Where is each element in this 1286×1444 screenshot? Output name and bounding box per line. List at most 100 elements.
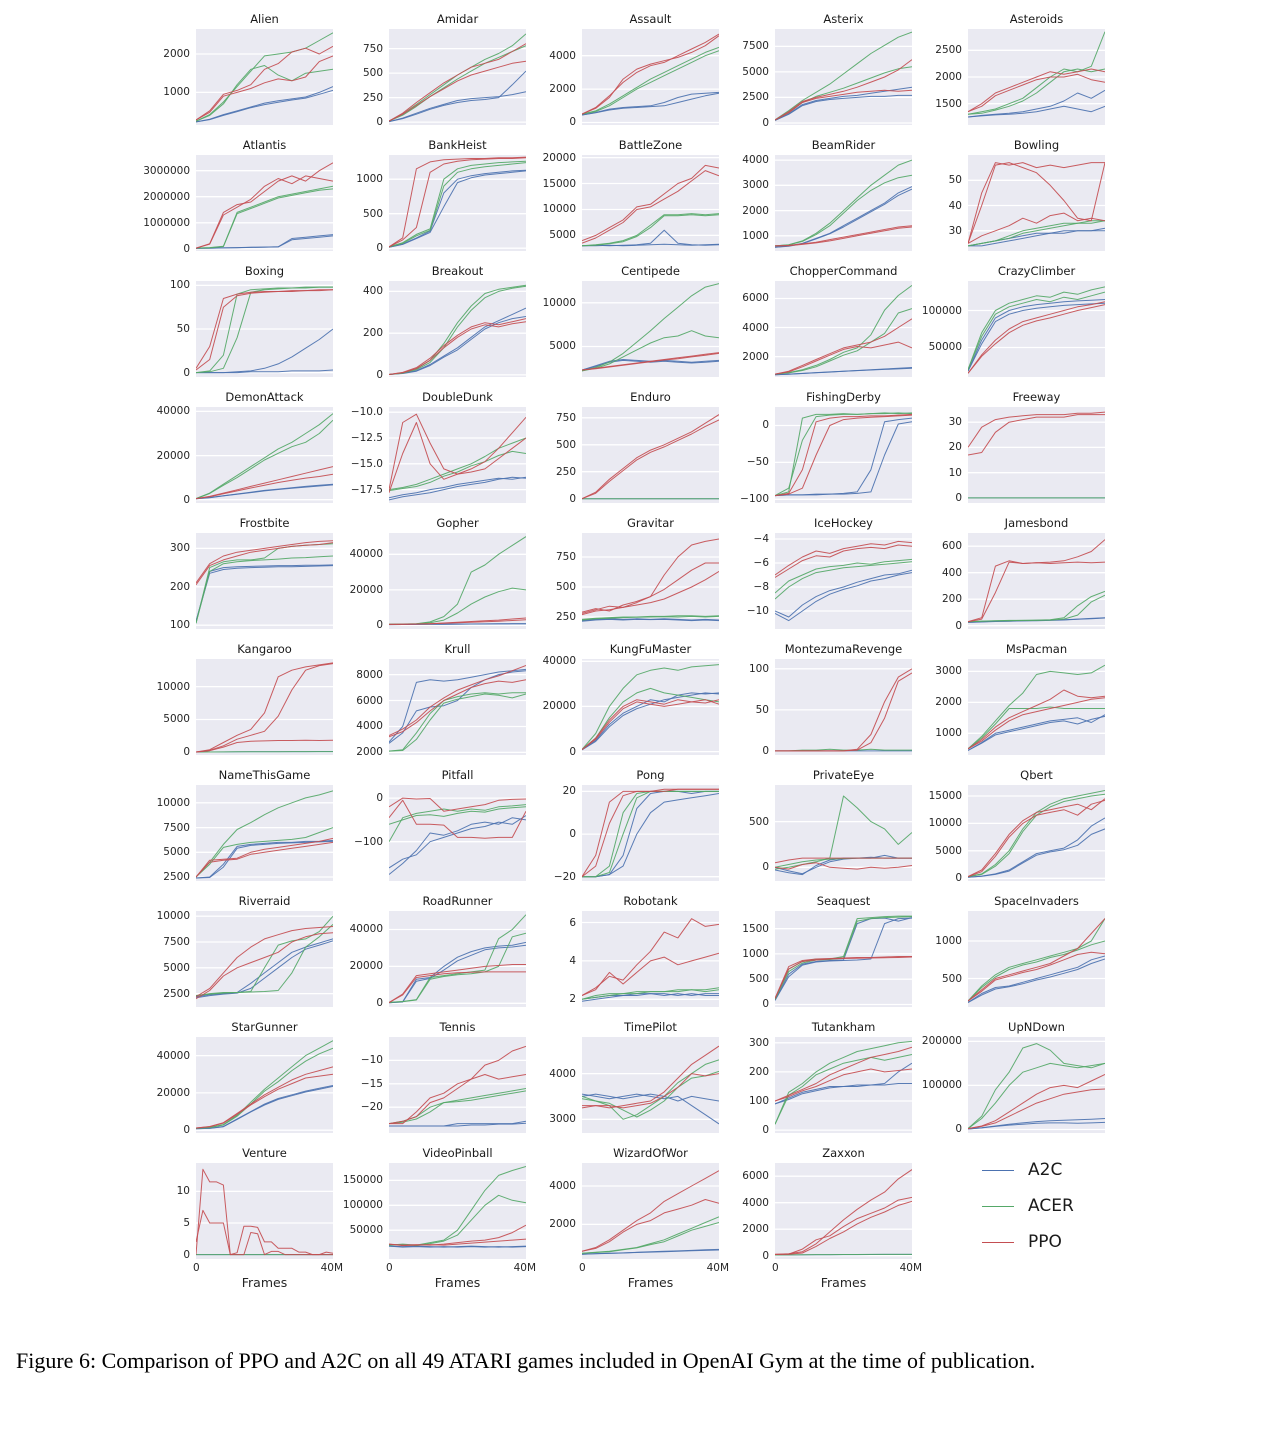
chart-title: DemonAttack xyxy=(225,390,304,404)
series-line-acer xyxy=(968,594,1105,623)
y-tick-label: 20000 xyxy=(349,583,383,596)
y-tick-label: −100 xyxy=(354,835,383,848)
y-tick-label: 0 xyxy=(183,746,190,759)
y-tick-label: 10000 xyxy=(928,817,962,830)
x-tick-label: 40M xyxy=(513,1262,536,1274)
series-line-ppo xyxy=(196,739,333,753)
y-axis-labels: 0 2000 4000 6000 xyxy=(727,1163,775,1260)
y-tick-label: 100 xyxy=(169,619,190,632)
series-line-a2c xyxy=(775,1083,912,1105)
series-line-ppo xyxy=(775,1068,912,1102)
series-line-ppo xyxy=(196,926,333,998)
y-tick-label: 0 xyxy=(376,997,383,1010)
chart-cell: Alien 1000 2000 xyxy=(148,12,333,125)
series-line-ppo xyxy=(196,540,333,584)
series-line-a2c xyxy=(968,714,1105,751)
series-line-ppo xyxy=(582,1045,719,1109)
plot-area xyxy=(775,533,912,629)
chart-cell: Jamesbond 0 200 400 600 xyxy=(920,516,1105,631)
plot-row: 0 100000 200000 xyxy=(920,1036,1105,1134)
y-tick-label: 250 xyxy=(362,91,383,104)
series-line-a2c xyxy=(968,227,1105,247)
y-axis-labels: 3000 4000 xyxy=(534,1037,582,1133)
series-line-acer xyxy=(389,692,526,752)
plot-area xyxy=(775,1163,912,1259)
chart-title: Krull xyxy=(444,642,471,656)
chart-cell: BeamRider 1000 2000 3000 4000 xyxy=(727,138,912,251)
plot-background xyxy=(582,1037,719,1133)
chart-title: SpaceInvaders xyxy=(994,894,1079,908)
x-axis-label: Frames xyxy=(241,1275,288,1290)
y-tick-label: 0 xyxy=(955,872,962,885)
series-line-ppo xyxy=(196,837,333,878)
y-tick-label: 100 xyxy=(169,279,190,292)
plot-area xyxy=(196,659,333,755)
y-tick-label: 2000 xyxy=(549,1218,576,1231)
series-line-acer xyxy=(968,291,1105,370)
y-tick-label: 40000 xyxy=(156,1049,190,1062)
legend-item-ppo: PPO xyxy=(982,1232,1105,1252)
series-line-acer xyxy=(775,1054,912,1125)
y-tick-label: 5000 xyxy=(549,229,576,242)
y-tick-label: 3000 xyxy=(549,1113,576,1126)
plot-row: 0 −100 xyxy=(341,785,526,881)
series-line-a2c xyxy=(389,70,526,123)
plot-background xyxy=(968,407,1105,503)
series-line-ppo xyxy=(196,662,333,753)
series-line-a2c xyxy=(775,94,912,121)
plot-background xyxy=(196,533,333,629)
series-line-acer xyxy=(196,790,333,878)
y-tick-label: 20000 xyxy=(349,960,383,973)
plot-area xyxy=(968,281,1105,377)
plot-background xyxy=(582,155,719,251)
y-tick-label: 10000 xyxy=(156,796,190,809)
series-line-a2c xyxy=(775,572,912,622)
series-line-a2c xyxy=(582,92,719,116)
series-line-acer xyxy=(196,188,333,249)
plot-row: −20 0 20 xyxy=(534,785,719,882)
series-line-a2c xyxy=(968,955,1105,1003)
plot-background xyxy=(389,533,526,629)
y-tick-label: −20 xyxy=(360,1101,383,1114)
series-line-ppo xyxy=(582,170,719,244)
y-axis-labels: 250 500 750 xyxy=(534,533,582,629)
y-tick-label: 4000 xyxy=(742,1196,769,1209)
chart-cell: IceHockey −4 −6 −8 −10 xyxy=(727,516,912,629)
plot-area xyxy=(389,407,526,503)
plot-row: 2500 5000 7500 10000 xyxy=(148,785,333,882)
series-line-ppo xyxy=(775,1196,912,1255)
plot-area xyxy=(968,785,1105,881)
series-line-ppo xyxy=(196,473,333,500)
series-line-a2c xyxy=(196,565,333,622)
x-tick-label: 0 xyxy=(386,1262,393,1274)
chart-title: BattleZone xyxy=(618,138,683,152)
series-line-ppo xyxy=(389,619,526,625)
y-axis-labels: −10.0 −12.5 −15.0 −17.5 xyxy=(341,407,389,503)
series-line-ppo xyxy=(196,55,333,121)
y-tick-label: 200 xyxy=(169,580,190,593)
y-tick-label: 4000 xyxy=(549,49,576,62)
chart-cell: Bowling 30 40 50 xyxy=(920,138,1105,251)
series-line-ppo xyxy=(582,1073,719,1109)
y-tick-label: 0 xyxy=(183,1248,190,1261)
series-line-ppo xyxy=(389,1238,526,1247)
plot-area xyxy=(775,281,912,377)
y-tick-label: 30 xyxy=(948,416,962,429)
legend-swatch-acer xyxy=(982,1205,1014,1207)
y-tick-label: 2000 xyxy=(356,746,383,759)
series-line-ppo xyxy=(582,164,719,242)
series-line-ppo xyxy=(775,956,912,999)
series-line-ppo xyxy=(582,788,719,878)
series-line-ppo xyxy=(968,301,1105,374)
y-tick-label: 0 xyxy=(762,861,769,874)
plot-area xyxy=(196,533,333,629)
y-tick-label: 500 xyxy=(555,438,576,451)
y-tick-label: 20 xyxy=(562,785,576,798)
chart-title: Centipede xyxy=(621,264,680,278)
y-axis-labels: 0 500 xyxy=(727,785,775,881)
y-tick-label: 2500 xyxy=(163,987,190,1000)
series-line-ppo xyxy=(196,542,333,586)
y-tick-label: 0 xyxy=(762,998,769,1011)
plot-background xyxy=(775,1037,912,1133)
